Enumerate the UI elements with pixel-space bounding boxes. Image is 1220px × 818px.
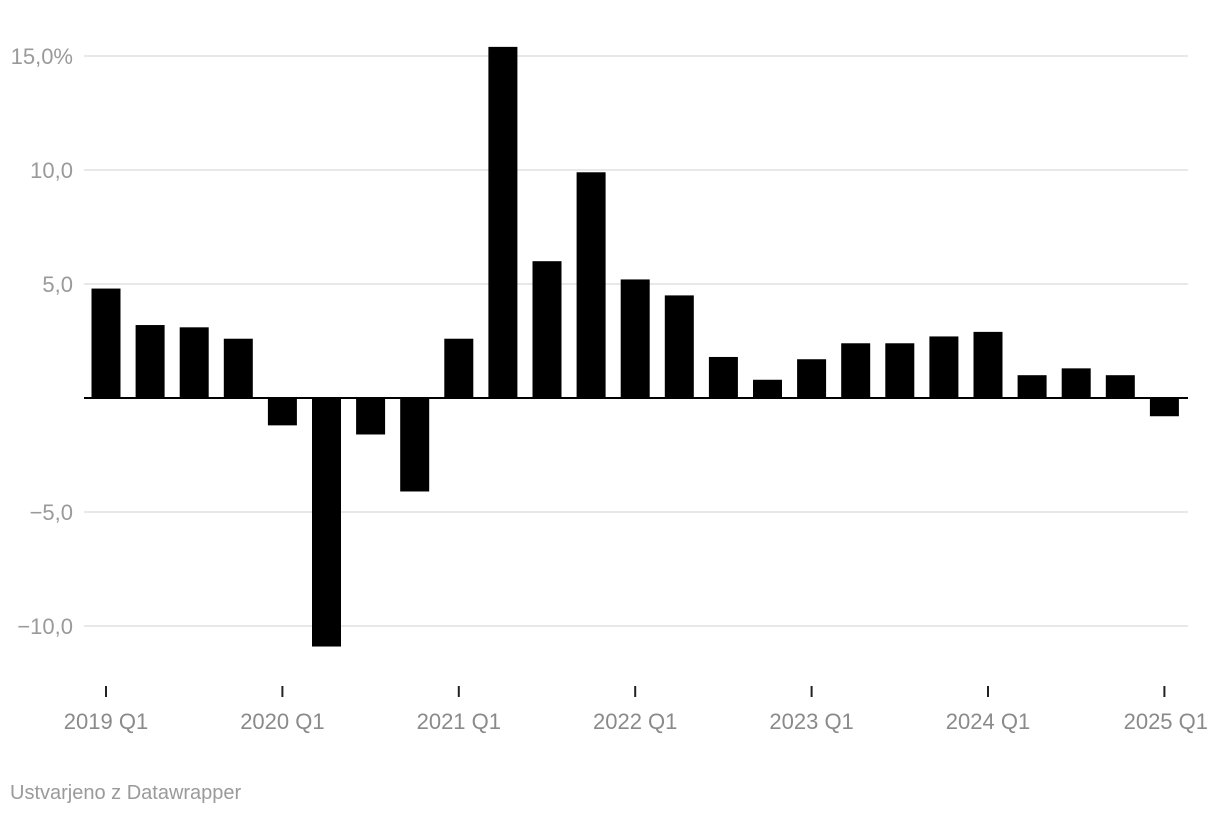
bars: [91, 46, 1179, 647]
bar: [576, 172, 606, 398]
bar: [1017, 375, 1047, 398]
bar: [1061, 368, 1091, 398]
bar: [179, 327, 209, 398]
bar: [312, 398, 341, 647]
bar: [664, 295, 694, 398]
bar: [267, 398, 297, 426]
x-tick-label: 2023 Q1: [769, 709, 853, 734]
bar: [1149, 398, 1179, 417]
y-tick-label: 5,0: [42, 272, 73, 297]
bar: [400, 398, 430, 492]
y-tick-label: 15,0%: [11, 44, 73, 69]
x-tick-label: 2019 Q1: [64, 709, 148, 734]
bar: [753, 379, 782, 398]
credit-text: Ustvarjeno z Datawrapper: [10, 782, 242, 804]
bar: [135, 325, 165, 398]
bar: [444, 338, 474, 398]
bar: [929, 336, 959, 398]
x-tick-label: 2021 Q1: [417, 709, 501, 734]
y-tick-label: 10,0: [30, 158, 73, 183]
bar: [797, 359, 827, 398]
bar: [356, 398, 386, 435]
bar: [841, 343, 871, 398]
bar: [708, 356, 738, 398]
bar: [223, 338, 253, 398]
y-tick-label: −5,0: [30, 500, 73, 525]
bar: [488, 46, 518, 398]
bar: [885, 343, 915, 398]
y-tick-label: −10,0: [17, 614, 73, 639]
x-tick-label: 2020 Q1: [240, 709, 324, 734]
x-axis: 2019 Q1 2020 Q1 2021 Q1 2022 Q1 2023 Q1 2024 …: [64, 686, 1208, 734]
bar: [973, 331, 1003, 398]
x-tick-label: 2022 Q1: [593, 709, 677, 734]
bar: [91, 288, 121, 398]
y-axis-labels: 15,0% 10,0 5,0 −5,0 −10,0: [11, 44, 73, 639]
x-tick-label: 2025 Q1: [1124, 709, 1208, 734]
x-tick-label: 2024 Q1: [946, 709, 1030, 734]
bar: [532, 261, 562, 398]
bar: [620, 279, 650, 398]
bar: [1105, 375, 1135, 398]
